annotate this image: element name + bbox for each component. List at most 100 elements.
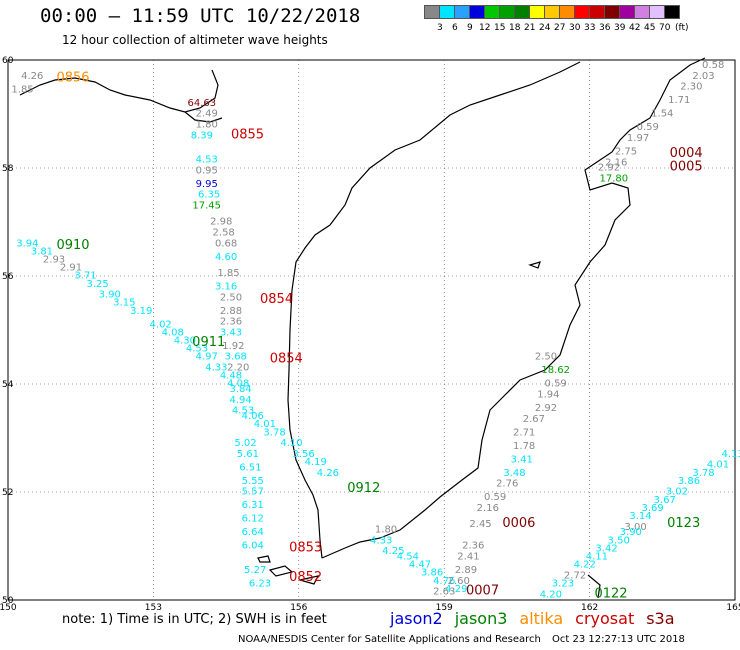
kuril-island bbox=[299, 575, 320, 585]
wave-height-value: 4.06 bbox=[242, 411, 264, 422]
timestamp-text: Oct 23 12:27:13 UTC 2018 bbox=[552, 634, 685, 645]
wave-height-observations: 4.261.8564.632.491.808.394.530.959.956.3… bbox=[11, 60, 740, 600]
wave-height-value: 4.11 bbox=[586, 552, 608, 563]
pass-time-label: 0855 bbox=[231, 127, 264, 142]
wave-height-value: 2.16 bbox=[605, 157, 627, 168]
axis-tick-labels: 150 153 156 159 162 165 60 58 56 54 52 50 bbox=[0, 56, 740, 613]
wave-height-value: 6.51 bbox=[239, 462, 261, 473]
okhotsk-north-coast bbox=[19, 69, 219, 113]
pass-time-label: 0852 bbox=[289, 570, 322, 585]
wave-height-value: 3.67 bbox=[654, 495, 676, 506]
wave-height-value: 4.29 bbox=[445, 584, 467, 595]
wave-height-value: 5.61 bbox=[237, 449, 259, 460]
wave-height-value: 2.72 bbox=[564, 570, 586, 581]
wave-height-value: 4.10 bbox=[280, 438, 302, 449]
satellite-legend-item: s3a bbox=[646, 609, 675, 628]
wave-height-value: 4.53 bbox=[232, 406, 254, 417]
lon-tick-label: 150 bbox=[0, 603, 17, 613]
wave-height-value: 6.12 bbox=[242, 514, 264, 525]
note-text: note: 1) Time is in UTC; 2) SWH is in fe… bbox=[62, 612, 327, 627]
wave-height-value: 6.23 bbox=[249, 579, 271, 590]
wave-height-value: 4.33 bbox=[370, 535, 392, 546]
wave-height-value: 0.59 bbox=[637, 122, 659, 133]
pass-time-label: 0122 bbox=[594, 586, 627, 601]
wave-height-value: 4.26 bbox=[21, 71, 43, 82]
wave-height-value: 3.43 bbox=[220, 327, 242, 338]
pass-time-labels: 0856 0855 0910 0854 0911 0854 0912 0853 0852 0007… bbox=[56, 71, 702, 602]
wave-height-value: 0.59 bbox=[484, 492, 506, 503]
wave-height-value: 5.55 bbox=[242, 476, 264, 487]
wave-height-value: 2.30 bbox=[680, 82, 702, 93]
wave-height-value: 0.58 bbox=[702, 60, 724, 71]
wave-height-value: 4.01 bbox=[707, 460, 729, 471]
wave-height-value: 2.50 bbox=[535, 352, 557, 363]
satellite-legend-item: cryosat bbox=[575, 609, 635, 628]
wave-height-value: 3.86 bbox=[421, 568, 443, 579]
legend-value: 42 bbox=[629, 23, 641, 33]
wave-height-value: 0.68 bbox=[215, 238, 237, 249]
map-frame bbox=[7, 59, 736, 601]
satellite-legend-item: jason3 bbox=[454, 609, 508, 628]
wave-height-value: 2.03 bbox=[692, 71, 714, 82]
wave-height-value: 6.35 bbox=[198, 190, 220, 201]
legend-value: 33 bbox=[584, 23, 596, 33]
wave-height-value: 1.71 bbox=[668, 95, 690, 106]
wave-height-value: 4.94 bbox=[230, 395, 252, 406]
lon-tick-label: 159 bbox=[436, 603, 453, 613]
wave-height-value: 4.19 bbox=[305, 457, 327, 468]
legend-value: 12 bbox=[479, 23, 491, 33]
wave-height-value: 3.42 bbox=[595, 543, 617, 554]
color-legend-labels: 3 6 9 12 15 18 21 24 27 30 33 36 39 42 45 70 (ft) bbox=[424, 23, 740, 35]
wave-height-value: 2.91 bbox=[60, 263, 82, 274]
map-title: 00:00 – 11:59 UTC 10/22/2018 bbox=[40, 5, 361, 27]
wave-height-value: 3.16 bbox=[215, 282, 237, 293]
wave-height-value: 4.20 bbox=[540, 589, 562, 600]
legend-value: 18 bbox=[509, 23, 521, 33]
okhotsk-inlet bbox=[184, 111, 223, 123]
legend-value: 36 bbox=[599, 23, 611, 33]
wave-height-value: 3.90 bbox=[620, 527, 642, 538]
wave-height-value: 2.89 bbox=[455, 565, 477, 576]
pass-time-label: 0853 bbox=[289, 540, 322, 555]
wave-height-value: 1.85 bbox=[11, 84, 33, 95]
wave-height-value: 2.20 bbox=[227, 363, 249, 374]
island bbox=[528, 261, 541, 269]
lon-tick-label: 162 bbox=[581, 603, 598, 613]
kuril-island bbox=[268, 565, 294, 577]
legend-unit: (ft) bbox=[675, 23, 689, 33]
wave-height-value: 2.36 bbox=[220, 317, 242, 328]
wave-height-value: 2.98 bbox=[210, 217, 232, 228]
wave-height-value: 2.60 bbox=[448, 576, 470, 587]
wave-height-value: 2.71 bbox=[513, 427, 535, 438]
wave-height-value: 3.00 bbox=[625, 522, 647, 533]
legend-value: 39 bbox=[614, 23, 626, 33]
island bbox=[587, 574, 601, 599]
lat-tick-label: 58 bbox=[2, 164, 14, 174]
legend-value: 9 bbox=[467, 23, 473, 33]
wave-height-value: 6.64 bbox=[242, 527, 264, 538]
lat-tick-label: 50 bbox=[2, 596, 14, 606]
pass-time-label: 0911 bbox=[192, 335, 225, 350]
wave-height-value: 17.45 bbox=[192, 201, 221, 212]
satellite-legend-item: jason2 bbox=[390, 609, 443, 628]
wave-height-value: 4.48 bbox=[220, 371, 242, 382]
legend-value: 24 bbox=[539, 23, 551, 33]
wave-height-value: 3.84 bbox=[230, 384, 252, 395]
kuril-island bbox=[257, 555, 271, 563]
wave-height-value: 4.02 bbox=[150, 319, 172, 330]
legend-value: 70 bbox=[659, 23, 671, 33]
wave-height-value: 3.86 bbox=[678, 476, 700, 487]
wave-height-value: 1.92 bbox=[222, 341, 244, 352]
wave-height-value: 3.94 bbox=[16, 238, 38, 249]
satellite-legend: jason2 jason3 altika cryosat s3a bbox=[390, 609, 687, 628]
wave-height-value: 4.08 bbox=[162, 327, 184, 338]
wave-height-value: 2.36 bbox=[462, 541, 484, 552]
wave-height-value: 1.80 bbox=[196, 120, 218, 131]
wave-height-value: 3.14 bbox=[629, 511, 651, 522]
wave-height-value: 3.78 bbox=[263, 427, 285, 438]
wave-height-value: 0.59 bbox=[545, 379, 567, 390]
wave-height-value: 5.57 bbox=[242, 487, 264, 498]
wave-height-value: 3.41 bbox=[511, 454, 533, 465]
wave-height-value: 1.80 bbox=[375, 525, 397, 536]
